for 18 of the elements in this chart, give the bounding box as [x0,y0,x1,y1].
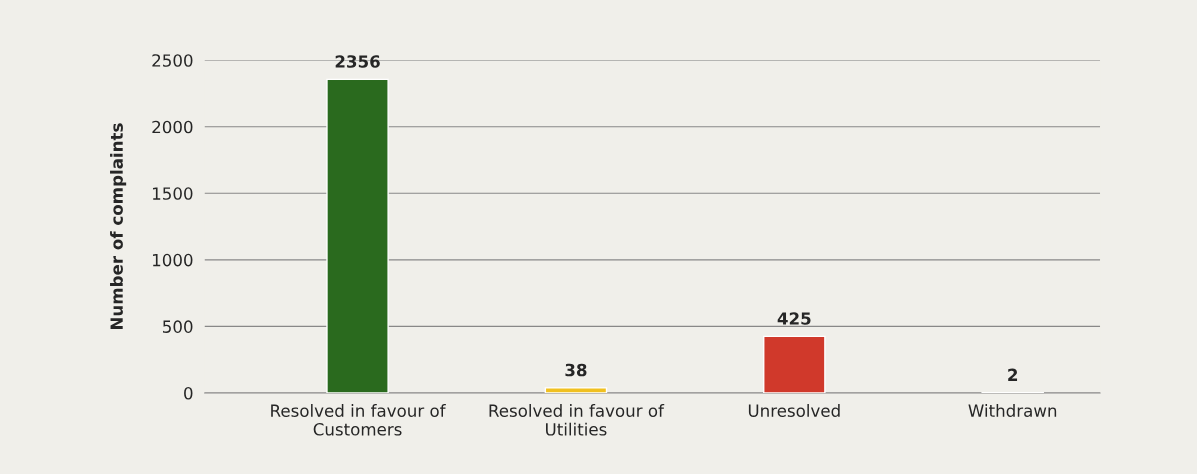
data-label: 2 [1008,368,1018,381]
y-tick-label: 2500 [152,54,193,67]
y-axis-title: Number of complaints [110,123,127,330]
y-tick-label: 0 [184,386,193,400]
y-tick-label: 1500 [152,187,193,200]
data-label: 425 [777,312,811,325]
y-tick-label: 1000 [152,253,193,267]
x-tick-label: Unresolved [748,404,840,417]
x-tick-label: Resolved in favour of Utilities [489,404,665,436]
y-tick-label: 500 [163,320,193,333]
bar [326,78,389,393]
bar [763,335,826,393]
bar [544,387,608,393]
data-label: 38 [565,363,587,377]
x-tick-label: Resolved in favour of Customers [271,404,446,436]
y-tick-label: 2000 [152,120,193,134]
data-label: 2356 [335,55,380,68]
x-tick-label: Withdrawn [968,404,1057,417]
